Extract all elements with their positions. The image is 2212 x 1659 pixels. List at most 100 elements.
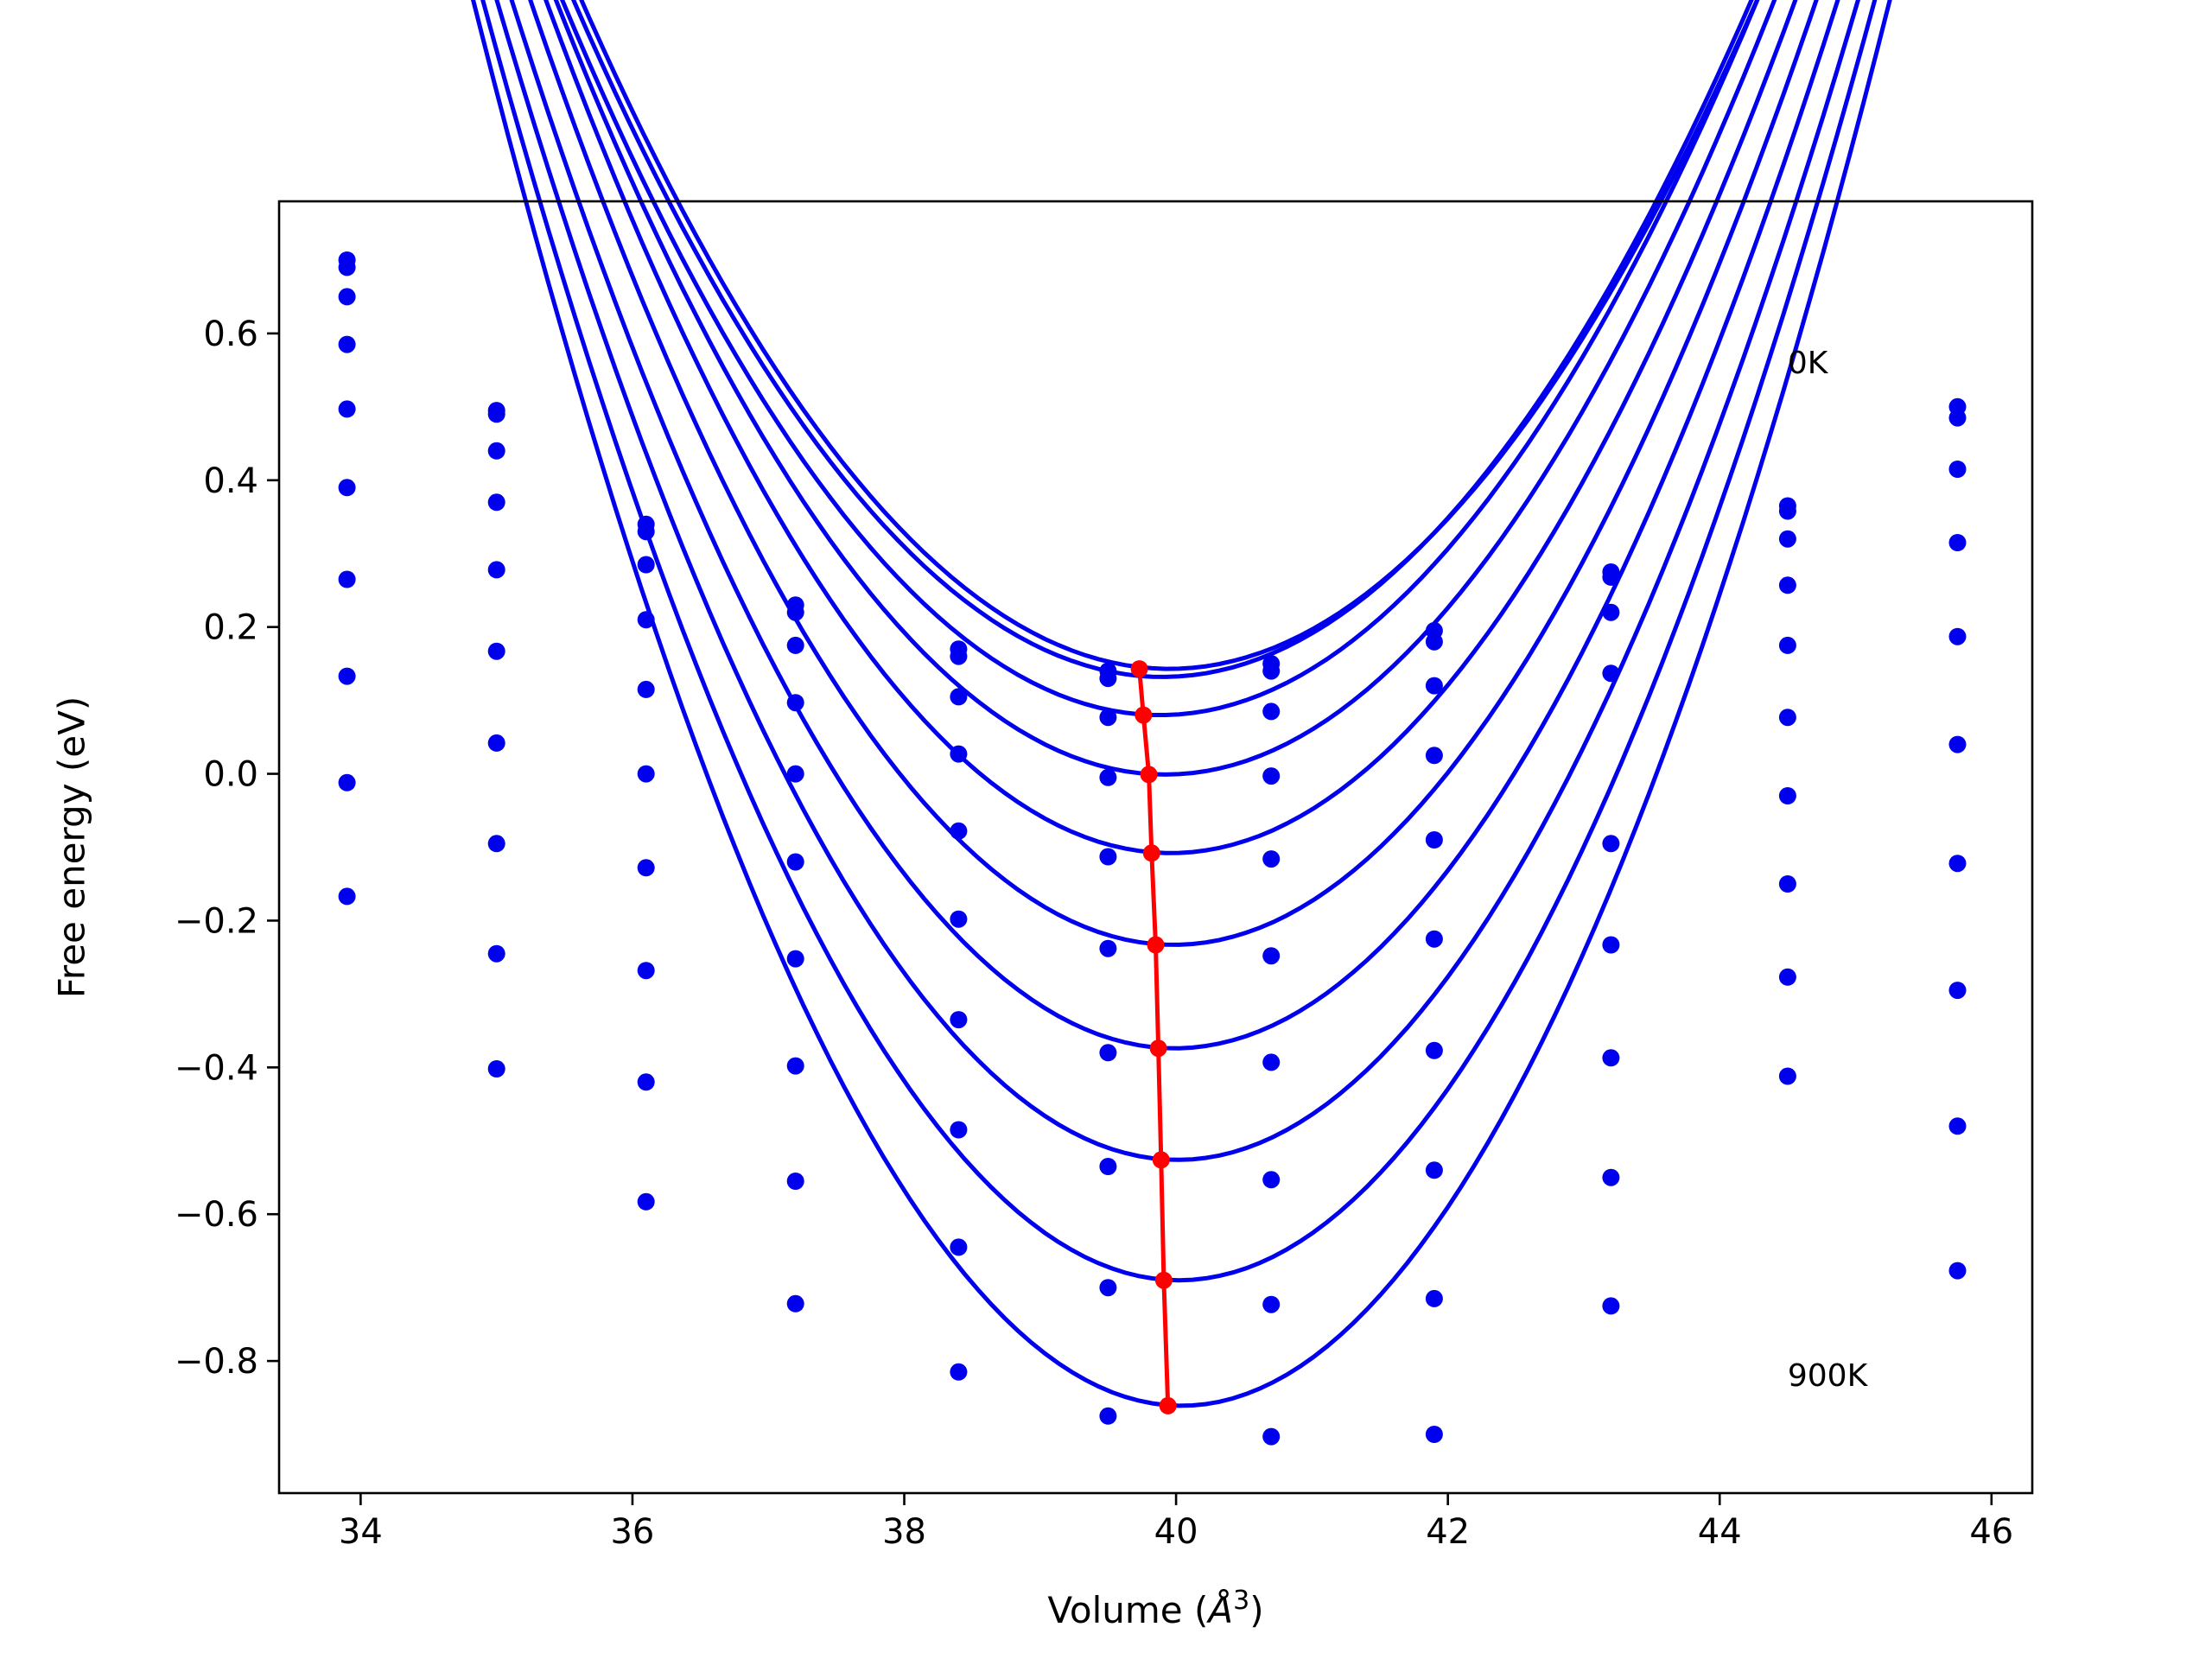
data-point-2-4 <box>950 688 968 706</box>
data-point-8-6 <box>1262 1295 1281 1313</box>
data-point-1-10 <box>1948 409 1967 427</box>
x-tick-label-1: 36 <box>610 1512 654 1552</box>
data-point-3-1 <box>487 493 505 512</box>
data-point-7-0 <box>338 667 356 685</box>
data-point-5-4 <box>950 910 968 928</box>
data-point-3-5 <box>1099 768 1117 786</box>
data-point-6-5 <box>1099 1044 1117 1062</box>
data-point-7-8 <box>1602 1168 1620 1186</box>
data-point-3-7 <box>1425 747 1443 765</box>
fit-curve-7 <box>494 0 1860 1162</box>
data-point-6-0 <box>338 570 356 588</box>
annotation-0: 0K <box>1788 346 1829 381</box>
data-point-6-2 <box>637 859 655 877</box>
data-point-2-9 <box>1778 530 1796 548</box>
data-point-9-0 <box>338 887 356 906</box>
y-tick-label-4: 0.0 <box>203 755 258 795</box>
data-point-3-6 <box>1262 767 1281 785</box>
fit-curve-0 <box>579 0 1760 671</box>
data-point-9-9 <box>1778 1067 1796 1085</box>
data-point-8-8 <box>1602 1297 1620 1315</box>
y-tick-label-0: −0.8 <box>175 1342 258 1382</box>
data-point-4-2 <box>637 680 655 698</box>
fit-curve-8 <box>480 0 1878 1283</box>
data-point-8-2 <box>637 1073 655 1091</box>
minimum-point-7 <box>1154 1271 1173 1289</box>
data-point-7-10 <box>1948 982 1967 1000</box>
x-tick-label-0: 34 <box>339 1512 383 1552</box>
minimum-point-1 <box>1135 706 1153 724</box>
data-point-5-9 <box>1778 709 1796 727</box>
data-point-9-2 <box>637 1192 655 1211</box>
x-tick-label-3: 40 <box>1154 1512 1198 1552</box>
data-point-1-1 <box>487 405 505 423</box>
data-point-5-5 <box>1099 939 1117 957</box>
x-axis-label-close: ) <box>1249 1589 1263 1631</box>
x-tick-label-5: 44 <box>1698 1512 1742 1552</box>
x-tick-label-6: 46 <box>1969 1512 2013 1552</box>
data-point-8-9 <box>1778 968 1796 986</box>
data-point-6-9 <box>1778 787 1796 804</box>
x-tick-label-4: 42 <box>1426 1512 1470 1552</box>
fit-curve-2 <box>559 0 1760 717</box>
data-point-7-3 <box>786 1057 804 1075</box>
fit-curve-9 <box>471 0 1892 1408</box>
data-point-1-3 <box>786 603 804 621</box>
x-axis-label-unit: Å <box>1205 1588 1233 1631</box>
data-point-4-9 <box>1778 636 1796 654</box>
minimum-point-5 <box>1149 1039 1167 1058</box>
plot-frame <box>277 200 2034 1495</box>
data-point-8-1 <box>487 944 505 963</box>
x-tick-label-2: 38 <box>882 1512 926 1552</box>
data-point-6-3 <box>786 950 804 968</box>
data-point-8-0 <box>338 773 356 791</box>
y-axis-ticks: −0.8 −0.6 −0.4 −0.2 0.0 0.2 0.4 0.6 <box>175 315 279 1382</box>
data-point-5-2 <box>637 765 655 783</box>
fit-curve-1 <box>570 0 1754 679</box>
data-point-9-3 <box>786 1294 804 1313</box>
y-tick-label-1: −0.6 <box>175 1195 258 1235</box>
y-axis-label: Free energy (eV) <box>51 696 93 999</box>
data-point-3-9 <box>1778 576 1796 594</box>
data-point-6-8 <box>1602 1049 1620 1067</box>
data-point-9-4 <box>950 1363 968 1381</box>
data-point-1-8 <box>1602 568 1620 586</box>
data-point-6-4 <box>950 1011 968 1029</box>
data-point-9-7 <box>1425 1426 1443 1443</box>
data-point-3-2 <box>637 611 655 629</box>
data-point-4-0 <box>338 400 356 418</box>
minimum-point-4 <box>1147 936 1165 954</box>
data-point-4-6 <box>1262 850 1281 868</box>
data-point-8-3 <box>786 1173 804 1190</box>
annotations: 0K 900K <box>1788 346 1869 1394</box>
y-tick-label-2: −0.4 <box>175 1048 258 1088</box>
minimum-path <box>1130 660 1177 1414</box>
x-axis-label-exponent: 3 <box>1233 1586 1249 1616</box>
data-point-4-3 <box>786 765 804 783</box>
y-tick-label-7: 0.6 <box>203 315 258 354</box>
x-axis-label: Volume (Å3) <box>1047 1586 1263 1631</box>
data-point-4-1 <box>487 561 505 579</box>
data-point-5-0 <box>338 479 356 497</box>
data-point-5-6 <box>1262 947 1281 965</box>
data-point-2-1 <box>487 442 505 460</box>
y-tick-label-6: 0.4 <box>203 461 258 501</box>
data-point-2-0 <box>338 288 356 306</box>
data-point-9-10 <box>1948 1262 1967 1280</box>
minimum-point-8 <box>1159 1396 1177 1414</box>
data-point-2-7 <box>1425 677 1443 695</box>
x-axis-ticks: 34 36 38 40 42 44 46 <box>339 1493 2013 1552</box>
data-point-4-8 <box>1602 835 1620 853</box>
data-point-5-10 <box>1948 735 1967 753</box>
data-point-6-7 <box>1425 1041 1443 1059</box>
data-point-1-2 <box>637 523 655 541</box>
data-point-7-5 <box>1099 1158 1117 1175</box>
data-point-7-6 <box>1262 1171 1281 1189</box>
data-point-4-10 <box>1948 627 1967 645</box>
data-point-9-1 <box>487 1060 505 1077</box>
data-point-8-4 <box>950 1238 968 1256</box>
data-point-1-5 <box>1099 670 1117 688</box>
data-point-4-4 <box>950 822 968 840</box>
data-point-5-7 <box>1425 930 1443 948</box>
